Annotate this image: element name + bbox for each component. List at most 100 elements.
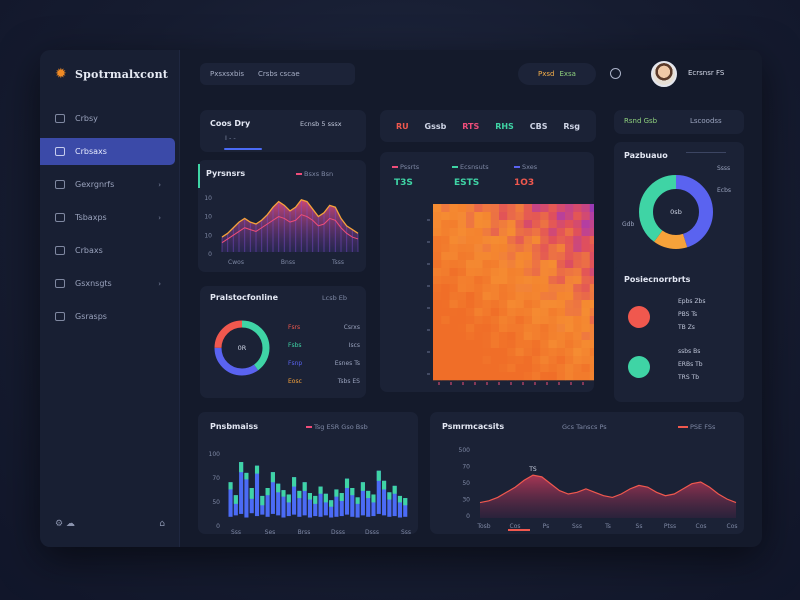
heatmap-cell	[499, 340, 508, 349]
kpi-item-5[interactable]: CBS	[529, 121, 548, 131]
heatmap-cell	[457, 260, 467, 269]
heatmap-cell	[532, 340, 541, 349]
heatmap-cell	[589, 332, 594, 341]
heatmap-cell	[482, 292, 492, 301]
kpi-strip: RU Gssb RTS RHS CBS Rsg	[380, 110, 596, 142]
bar-card: Pnsbmaiss Tsg ESR Gso Bsb 100 70 50 0 Sss Ses…	[198, 412, 418, 534]
heatmap-cell	[474, 324, 483, 333]
area-y-label: 10	[204, 232, 212, 239]
line-x-label: Cos	[510, 523, 521, 530]
heatmap-cell	[482, 236, 492, 245]
heatmap-cell	[466, 220, 475, 229]
brand[interactable]: ✹ Spotrmalxcont	[55, 67, 168, 81]
heatmap-cell	[515, 348, 525, 357]
heatmap-cell	[589, 236, 594, 245]
sidebar-item-6[interactable]: Gsxnsgts ›	[40, 270, 175, 297]
line-legend: Gcs Tanscs Ps	[562, 423, 607, 431]
sidebar-item-7[interactable]: Gsrasps	[40, 303, 175, 330]
heatmap-cell	[457, 220, 467, 229]
donut-label-1: Ssss	[717, 165, 730, 172]
sidebar-item-5[interactable]: Crbaxs	[40, 237, 175, 264]
sidebar-item-3[interactable]: Gexrgnrfs ›	[40, 171, 175, 198]
heatmap-cell	[507, 236, 516, 245]
bar-series-2	[355, 497, 360, 504]
heatmap-cell	[433, 372, 442, 381]
heatmap-cell	[565, 212, 574, 221]
heatmap-cell	[565, 292, 574, 301]
heatmap-cell	[523, 348, 533, 357]
kpi-item-6[interactable]: Rsg	[563, 121, 581, 131]
heat-val-b: ESTS	[454, 178, 480, 188]
heatmap-cell	[532, 220, 541, 229]
heatmap-cell	[573, 236, 582, 245]
heatmap-cell	[482, 220, 492, 229]
kpi-item-3[interactable]: RTS	[462, 121, 480, 131]
people-line: ssbs Bs	[678, 348, 701, 355]
people-row-2: ssbs Bs ERBs Tb TRS Tb	[678, 348, 703, 387]
heatmap-cell	[466, 340, 475, 349]
heatmap-cell	[490, 284, 500, 293]
crop-right: Ecnsb 5 sssx	[300, 120, 342, 128]
bar-series-1	[297, 490, 302, 517]
search-filter-b[interactable]: Crsbs cscae	[257, 70, 300, 78]
heatmap-cell	[556, 324, 566, 333]
bar-series-1	[270, 472, 275, 514]
heatmap-cell	[441, 260, 450, 269]
bar-series-1	[281, 490, 286, 518]
heatmap-cell	[499, 244, 508, 253]
settings-cloud-icon[interactable]: ⚙ ☁	[55, 519, 75, 529]
bar-legend-text: Tsg ESR Gso Bsb	[314, 423, 368, 431]
heatmap-cell	[457, 348, 467, 357]
avatar[interactable]	[651, 61, 677, 87]
people-line: ERBs Tb	[678, 361, 703, 368]
crop-card: Coos Dry I - - Ecnsb 5 sssx	[200, 110, 366, 152]
ring-header-right: Lcsb Eb	[322, 294, 348, 302]
heatmap-cell	[556, 348, 566, 357]
home-icon[interactable]: ⌂	[159, 519, 165, 529]
heatmap-cell	[573, 268, 582, 277]
heatmap-cell	[507, 316, 516, 325]
chevron-right-icon: ›	[158, 279, 161, 288]
heatmap-cell	[449, 252, 459, 261]
status-pill[interactable]: Pxsd Exsa	[518, 63, 596, 85]
line-y-label: 30	[462, 497, 470, 504]
heatmap-cell	[565, 340, 574, 349]
user-name[interactable]: Ecrsnsr FS	[688, 69, 725, 77]
heatmap-cell	[556, 236, 566, 245]
sidebar-item-4[interactable]: Tsbaxps ›	[40, 204, 175, 231]
notification-icon[interactable]	[610, 68, 621, 79]
heatmap-cell	[589, 204, 594, 213]
heatmap-cell	[548, 364, 558, 373]
area-card: Pyrsnsrs Bsxs Bsn 10 10 10 0 Cwos Bnss Tsss	[198, 160, 366, 272]
kpi-item-4[interactable]: RHS	[495, 121, 514, 131]
kpi-item-1[interactable]: RU	[395, 121, 409, 131]
kpi-item-2[interactable]: Gssb	[424, 121, 447, 131]
sidebar-item-1[interactable]: Crbsy	[40, 105, 175, 132]
heatmap-cell	[548, 332, 558, 341]
heatmap-cell	[540, 244, 549, 253]
heatmap-cell	[457, 372, 467, 381]
line-x-label: Sss	[572, 523, 582, 530]
heatmap-cell	[573, 364, 582, 373]
heatmap-cell	[433, 348, 442, 357]
sidebar-item-2[interactable]: Crbsaxs	[40, 138, 175, 165]
heatmap-cell	[433, 324, 442, 333]
topbar: Pxsxsxbis Crsbs cscae Pxsd Exsa Ecrsnsr …	[200, 61, 750, 87]
heatmap-cell	[581, 340, 591, 349]
ring-legend-label: Fsbs	[288, 341, 302, 349]
heatmap-cell	[532, 372, 541, 381]
search-filter-a[interactable]: Pxsxsxbis	[210, 70, 244, 78]
heatmap-cell	[499, 356, 508, 365]
area-series-1-line	[221, 198, 359, 238]
search-bar[interactable]: Pxsxsxbis Crsbs cscae	[200, 63, 355, 85]
heatmap-cell	[515, 324, 525, 333]
bar-series-1	[254, 465, 260, 517]
heatmap-cell	[581, 228, 591, 237]
heatmap-cell	[556, 228, 566, 237]
heatmap-cell	[457, 300, 467, 309]
heatmap-cell	[433, 276, 442, 285]
heatmap-cell	[449, 292, 459, 301]
heatmap-cell	[515, 284, 525, 293]
heatmap-cell	[457, 284, 467, 293]
line-x-label: Cos	[727, 523, 738, 530]
